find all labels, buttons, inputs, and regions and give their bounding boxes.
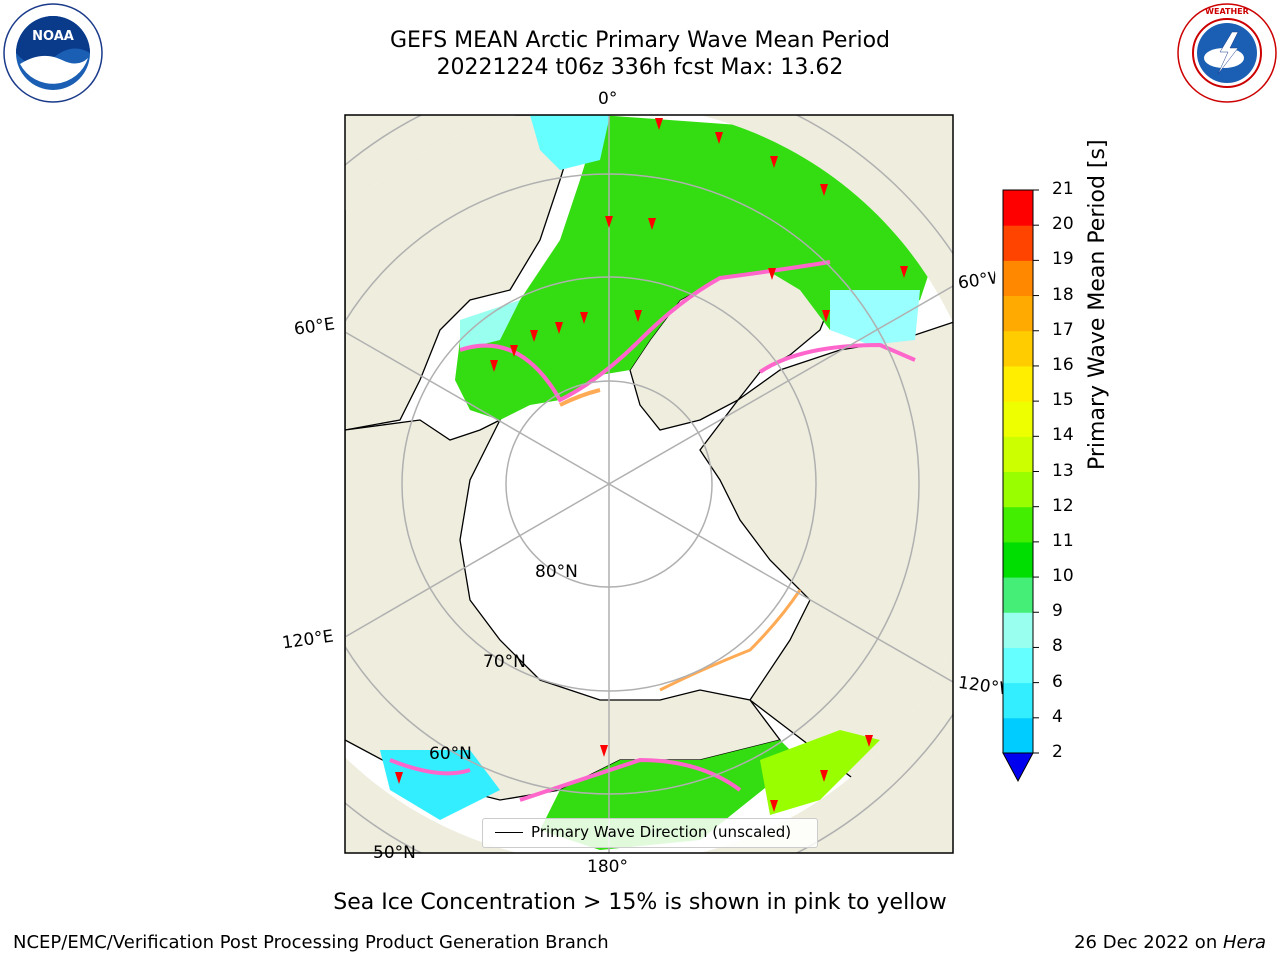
sea-ice-note: Sea Ice Concentration > 15% is shown in … [333, 890, 947, 915]
colorbar-bin-14 [1003, 401, 1033, 437]
colorbar-bin-2 [1003, 717, 1033, 754]
footer-date: 26 Dec 2022 on [1074, 932, 1223, 953]
colorbar-tick-label: 10 [1052, 566, 1074, 587]
colorbar-tick-label: 19 [1052, 249, 1074, 270]
footer-left: NCEP/EMC/Verification Post Processing Pr… [13, 932, 609, 953]
colorbar-tick-label: 6 [1052, 671, 1063, 692]
noaa-logo-text: NOAA [32, 29, 74, 44]
colorbar-tick-label: 9 [1052, 601, 1063, 622]
footer-machine: Hera [1222, 932, 1266, 953]
chart-subtitle: 20221224 t06z 336h fcst Max: 13.62 [436, 55, 844, 80]
north-america-landmass [699, 319, 953, 853]
colorbar-tick-label: 17 [1052, 319, 1074, 340]
colorbar-tick-label: 14 [1052, 425, 1074, 446]
colorbar-bin-13 [1003, 436, 1033, 472]
colorbar-bin-6 [1003, 647, 1033, 684]
colorbar-bin-17 [1003, 295, 1033, 332]
wave-field-barents-light [460, 300, 520, 350]
colorbar-label: Primary Wave Mean Period [s] [1085, 139, 1110, 470]
colorbar-tick-label: 8 [1052, 636, 1063, 657]
colorbar-bin-16 [1003, 330, 1033, 367]
wave-field-atlantic [455, 115, 930, 420]
label-lat-60: 60°N [429, 744, 472, 764]
colorbar-tick-label: 15 [1052, 390, 1074, 411]
colorbar-bin-20 [1003, 190, 1033, 226]
wave-field-gulf-of-alaska [760, 730, 880, 815]
wave-field-norwegian-sea [530, 115, 610, 170]
colorbar-bin-11 [1003, 506, 1033, 543]
label-lat-50: 50°N [373, 843, 416, 863]
colorbar-bin-10 [1003, 541, 1033, 578]
map-frame [344, 114, 954, 854]
colorbar-tick-label: 16 [1052, 354, 1074, 375]
nws-logo: WEATHER [1177, 3, 1277, 103]
colorbar-bin-8 [1003, 612, 1033, 648]
colorbar-bin-18 [1003, 260, 1033, 297]
label-lon-0: 0° [598, 89, 618, 109]
noaa-logo: NOAA [3, 3, 103, 103]
colorbar-extend-min [1002, 752, 1034, 783]
colorbar-bin-4 [1003, 682, 1033, 719]
footer-right: 26 Dec 2022 on Hera [1074, 932, 1266, 953]
svg-text:WEATHER: WEATHER [1205, 7, 1249, 16]
map-legend: Primary Wave Direction (unscaled) [482, 818, 818, 848]
colorbar-tick-label: 4 [1052, 706, 1063, 727]
colorbar-tick-label: 11 [1052, 530, 1074, 551]
wave-field-greenland-sea [830, 290, 920, 345]
colorbar-tick-label: 20 [1052, 214, 1074, 235]
label-lat-70: 70°N [483, 652, 526, 672]
legend-label: Primary Wave Direction (unscaled) [531, 823, 792, 841]
chart-title: GEFS MEAN Arctic Primary Wave Mean Perio… [389, 28, 890, 53]
colorbar-bin-9 [1003, 577, 1033, 613]
label-lon-180: 180° [587, 857, 628, 877]
sea-ice-edges [389, 260, 916, 802]
colorbar-bin-12 [1003, 471, 1033, 508]
graticule [345, 115, 953, 853]
colorbar-tick-label: 2 [1052, 742, 1063, 762]
colorbar [1002, 189, 1039, 783]
colorbar-tick-label: 13 [1052, 460, 1074, 481]
colorbar-tick-label: 18 [1052, 284, 1074, 305]
colorbar-bin-19 [1003, 225, 1033, 261]
colorbar-tick-label: 21 [1052, 179, 1074, 199]
colorbar-bin-15 [1003, 365, 1033, 402]
wave-direction-arrows [395, 118, 908, 812]
label-lat-80: 80°N [535, 562, 578, 582]
legend-line-swatch [495, 832, 523, 833]
colorbar-tick-label: 12 [1052, 495, 1074, 516]
